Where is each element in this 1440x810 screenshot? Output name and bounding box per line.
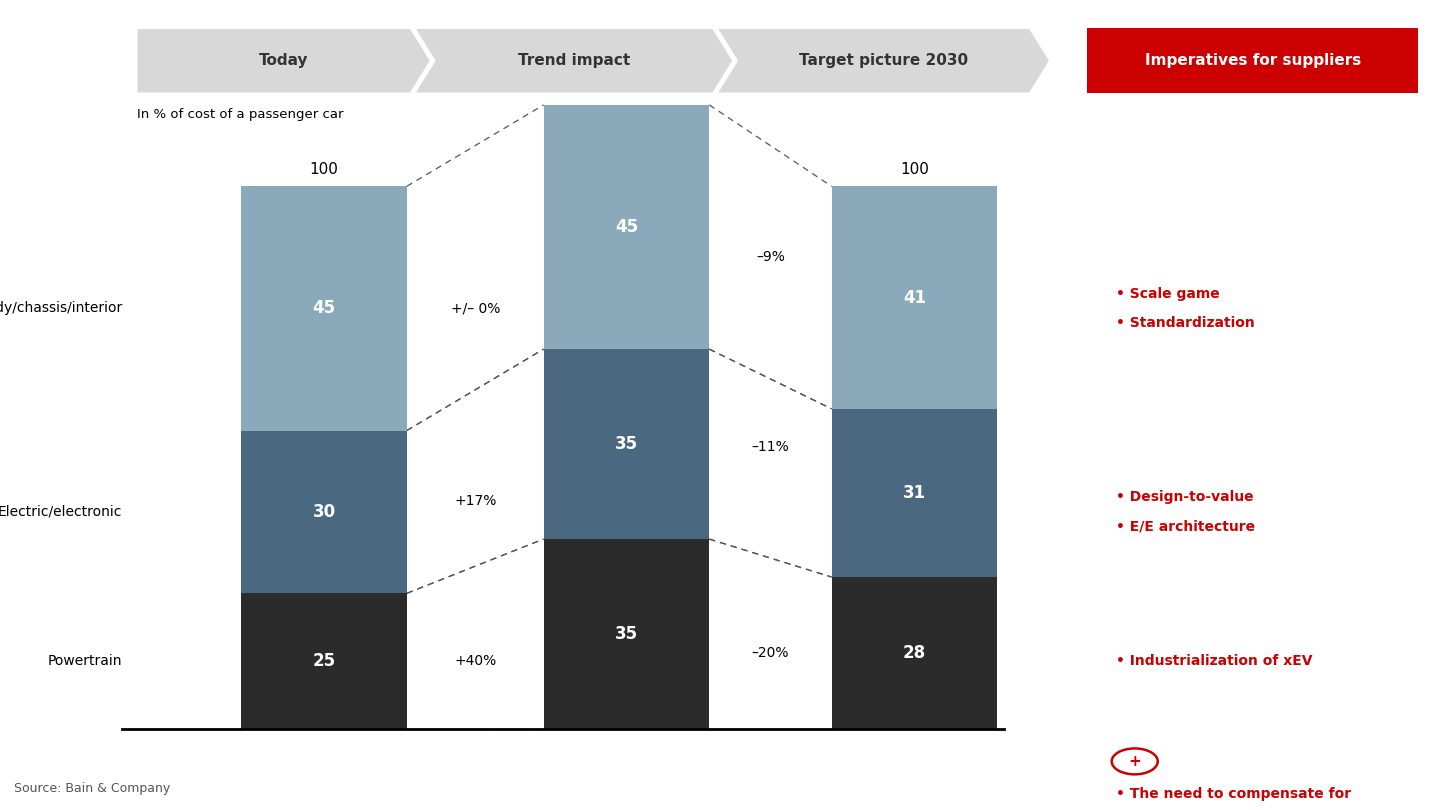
Text: • Scale game: • Scale game <box>1116 287 1220 301</box>
Text: Source: Bain & Company: Source: Bain & Company <box>14 782 171 795</box>
Text: Imperatives for suppliers: Imperatives for suppliers <box>1145 53 1361 68</box>
Text: 115: 115 <box>612 80 641 95</box>
Bar <box>832 186 996 409</box>
Bar <box>1087 28 1418 93</box>
Text: 30: 30 <box>312 503 336 521</box>
Bar <box>544 104 710 349</box>
Text: 35: 35 <box>615 625 638 643</box>
Text: Electric/electronic: Electric/electronic <box>0 505 122 519</box>
Text: 35: 35 <box>615 435 638 453</box>
Text: 25: 25 <box>312 652 336 670</box>
Text: In % of cost of a passenger car: In % of cost of a passenger car <box>137 108 343 121</box>
Text: Today: Today <box>259 53 308 68</box>
Text: 45: 45 <box>312 300 336 318</box>
Polygon shape <box>717 28 1050 93</box>
Polygon shape <box>137 28 431 93</box>
Bar <box>242 186 408 431</box>
Text: –11%: –11% <box>752 440 789 454</box>
Text: • Industrialization of xEV: • Industrialization of xEV <box>1116 654 1312 668</box>
Text: • Design-to-value: • Design-to-value <box>1116 490 1254 505</box>
Text: 45: 45 <box>615 218 638 236</box>
Text: • The need to compensate for: • The need to compensate for <box>1116 787 1351 801</box>
Text: Trend impact: Trend impact <box>518 53 629 68</box>
Bar <box>544 349 710 539</box>
Text: –9%: –9% <box>756 249 785 264</box>
Text: • E/E architecture: • E/E architecture <box>1116 519 1256 534</box>
Text: +: + <box>1129 754 1140 769</box>
Bar <box>242 431 408 593</box>
Text: Body/chassis/interior: Body/chassis/interior <box>0 301 122 315</box>
Text: +40%: +40% <box>454 654 497 668</box>
Text: –20%: –20% <box>752 646 789 660</box>
Text: 100: 100 <box>310 161 338 177</box>
Bar <box>832 577 996 729</box>
Text: 28: 28 <box>903 644 926 662</box>
Text: +17%: +17% <box>454 494 497 508</box>
Text: 41: 41 <box>903 288 926 306</box>
Text: Powertrain: Powertrain <box>48 654 122 668</box>
Bar <box>242 593 408 729</box>
Text: +/– 0%: +/– 0% <box>451 301 500 315</box>
Text: Target picture 2030: Target picture 2030 <box>799 53 968 68</box>
Bar <box>544 539 710 729</box>
Text: • Standardization: • Standardization <box>1116 316 1254 330</box>
Polygon shape <box>415 28 733 93</box>
Text: 31: 31 <box>903 484 926 502</box>
Bar <box>832 409 996 577</box>
Text: 100: 100 <box>900 161 929 177</box>
